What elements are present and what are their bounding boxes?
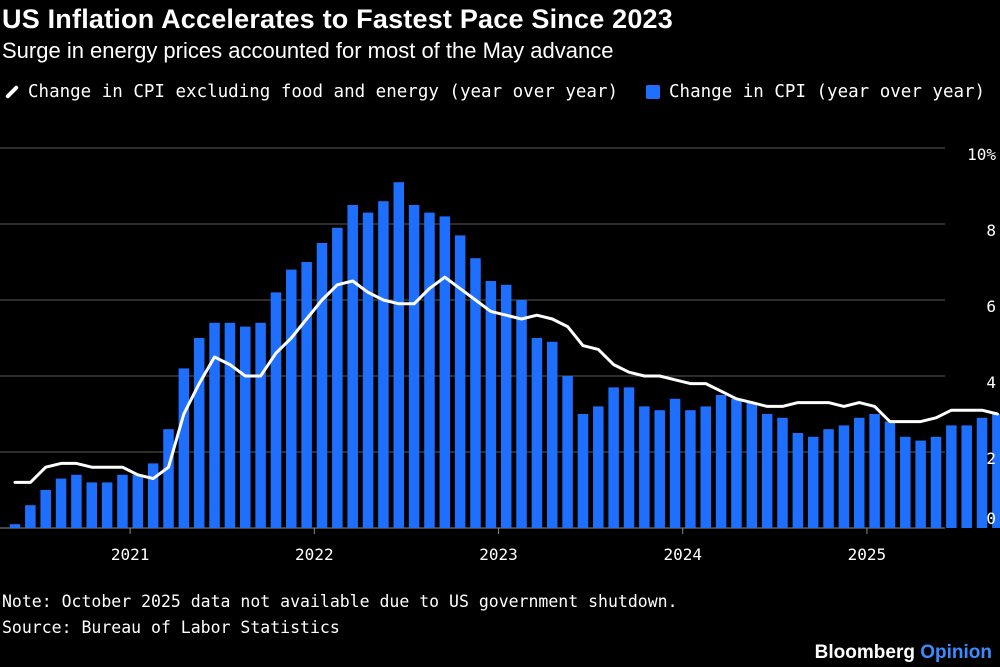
cpi-bar	[270, 292, 282, 528]
y-tick-label: 0	[986, 509, 996, 528]
cpi-bar	[132, 474, 144, 528]
cpi-bar	[715, 395, 727, 528]
cpi-bar	[86, 482, 97, 528]
x-tick-label: 2022	[295, 545, 334, 564]
cpi-bar	[577, 414, 589, 528]
cpi-bar	[147, 463, 159, 528]
cpi-bar	[685, 410, 696, 528]
cpi-bar	[55, 478, 67, 528]
core-cpi-line-layer	[13, 275, 999, 484]
cpi-bar	[838, 425, 850, 528]
cpi-bar	[731, 398, 742, 528]
chart-source: Source: Bureau of Labor Statistics	[2, 618, 340, 637]
cpi-bar	[746, 402, 758, 528]
x-axis-ticks: 202120222023202420252026	[111, 528, 887, 564]
core-cpi-line	[13, 275, 999, 484]
cpi-bar	[992, 414, 1000, 528]
cpi-bar	[823, 429, 834, 528]
cpi-bar	[117, 474, 128, 528]
cpi-bar	[485, 281, 497, 528]
chart-subtitle: Surge in energy prices accounted for mos…	[2, 38, 614, 63]
cpi-bar	[301, 262, 312, 528]
cpi-bar	[9, 524, 21, 528]
y-tick-label: 10%	[967, 145, 996, 164]
legend-item-cpi: Change in CPI (year over year)	[646, 82, 985, 102]
cpi-bar	[224, 322, 236, 528]
cpi-bar	[163, 429, 174, 528]
y-tick-label: 8	[986, 221, 996, 240]
cpi-bar	[593, 406, 604, 528]
x-tick-label: 2025	[848, 545, 887, 564]
cpi-bar	[915, 440, 926, 528]
cpi-bar	[654, 410, 665, 528]
cpi-bar	[807, 436, 819, 528]
cpi-bar	[869, 414, 880, 528]
cpi-bar	[531, 338, 543, 528]
cpi-bar	[884, 421, 896, 528]
brand-main: Bloomberg	[814, 642, 915, 663]
cpi-bar	[332, 227, 343, 529]
y-tick-label: 4	[986, 373, 996, 392]
cpi-bar	[669, 398, 681, 528]
cpi-bar	[500, 284, 512, 528]
cpi-bar	[961, 425, 972, 528]
cpi-bar	[378, 201, 389, 528]
cpi-bars	[9, 182, 1000, 529]
cpi-bar	[439, 216, 451, 528]
cpi-bar	[777, 417, 788, 528]
y-axis-ticks: 0 2 4 6 8 10%	[967, 145, 996, 528]
cpi-bar	[40, 490, 51, 528]
y-tick-label: 6	[986, 297, 996, 316]
cpi-bar	[101, 482, 113, 528]
cpi-bar	[71, 474, 82, 528]
cpi-bar	[854, 417, 865, 528]
x-tick-label: 2023	[479, 545, 518, 564]
cpi-bar	[240, 326, 251, 528]
cpi-bar	[316, 243, 328, 528]
cpi-bar	[547, 341, 558, 528]
cpi-bar	[25, 505, 36, 528]
cpi-bar	[761, 414, 773, 528]
x-tick-label: 2021	[111, 545, 150, 564]
cpi-bar	[424, 212, 435, 528]
cpi-bar	[408, 205, 420, 528]
cpi-bar	[562, 376, 573, 528]
cpi-bar	[286, 269, 297, 528]
legend-swatch-line	[4, 84, 20, 100]
cpi-bar	[639, 406, 650, 528]
legend: Change in CPI excluding food and energy …	[4, 82, 985, 102]
cpi-bar	[454, 235, 466, 528]
cpi-bar	[608, 387, 619, 528]
x-tick-label: 2024	[663, 545, 702, 564]
cpi-bar	[930, 436, 942, 528]
cpi-bar	[362, 212, 374, 528]
legend-item-core-cpi: Change in CPI excluding food and energy …	[4, 82, 618, 102]
cpi-bar	[516, 300, 527, 528]
cpi-bar	[255, 322, 266, 528]
chart-note: Note: October 2025 data not available du…	[2, 592, 678, 611]
cpi-bar	[209, 322, 220, 528]
cpi-bar	[792, 433, 804, 528]
cpi-bar	[976, 417, 988, 528]
y-tick-label: 2	[986, 449, 996, 468]
cpi-bar	[900, 436, 911, 528]
chart-title: US Inflation Accelerates to Fastest Pace…	[2, 4, 673, 34]
cpi-bar	[347, 205, 358, 528]
brand-logo: Bloomberg Opinion	[815, 642, 992, 664]
legend-swatch-bar	[646, 85, 661, 99]
cpi-bar	[623, 387, 635, 528]
brand-accent: Opinion	[920, 642, 992, 663]
legend-label-cpi: Change in CPI (year over year)	[669, 82, 986, 102]
cpi-bar	[193, 338, 205, 528]
cpi-bar	[700, 406, 711, 528]
cpi-bar	[470, 258, 481, 528]
legend-label-core-cpi: Change in CPI excluding food and energy …	[28, 82, 619, 102]
cpi-bar	[393, 182, 404, 528]
cpi-bar	[946, 425, 957, 528]
cpi-bar	[178, 368, 190, 528]
